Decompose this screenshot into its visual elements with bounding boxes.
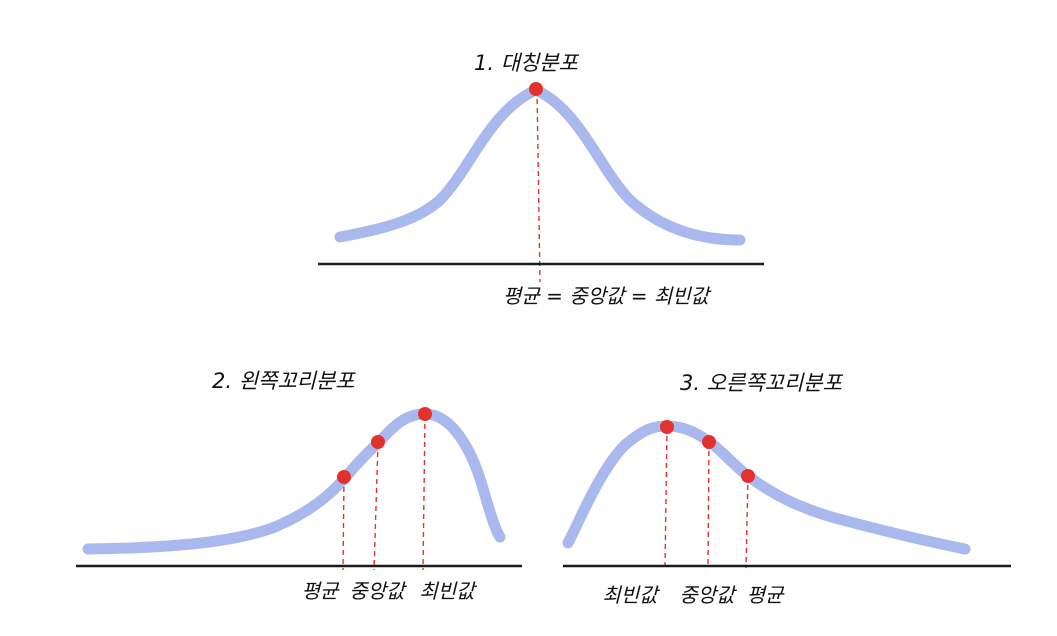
right-skewed-label-median: 중앙값 [679, 583, 737, 607]
right-skewed-label-mean: 평균 [747, 583, 785, 607]
panel-right-skewed: 3. 오른쪽꼬리분포 최빈값 중앙값 평균 [562, 371, 1011, 607]
symmetric-guide-line [536, 89, 541, 283]
panel-left-skewed: 2. 왼쪽꼬리분포 평균 중앙값 최빈값 [76, 369, 522, 603]
right-skewed-title: 3. 오른쪽꼬리분포 [680, 371, 844, 395]
right-skewed-guide-mean [745, 475, 749, 569]
left-skewed-guide-median [373, 442, 379, 571]
symmetric-label: 평균 = 중앙값 = 최빈값 [503, 284, 712, 308]
right-skewed-curve [562, 420, 971, 555]
panel-symmetric: 1. 대칭분포 평균 = 중앙값 = 최빈값 [318, 51, 764, 308]
symmetric-title: 1. 대칭분포 [474, 51, 580, 75]
left-skewed-label-mode: 최빈값 [419, 579, 477, 603]
left-skewed-curve [82, 408, 506, 555]
left-skewed-title: 2. 왼쪽꼬리분포 [212, 369, 356, 393]
left-skewed-point-mean [337, 470, 351, 484]
left-skewed-point-mode [418, 407, 432, 421]
right-skewed-point-mean [741, 469, 755, 483]
right-skewed-guide-mode [664, 426, 668, 569]
left-skewed-label-mean: 평균 [302, 579, 340, 603]
left-skewed-label-median: 중앙값 [349, 579, 407, 603]
right-skewed-point-mode [660, 420, 674, 434]
right-skewed-guide-median [707, 441, 710, 569]
left-skewed-point-median [371, 435, 385, 449]
left-skewed-guide-mode [422, 414, 426, 571]
left-skewed-guide-mean [342, 477, 345, 571]
right-skewed-label-mode: 최빈값 [602, 583, 660, 607]
symmetric-curve [334, 84, 746, 246]
right-skewed-point-median [702, 435, 716, 449]
symmetric-point [529, 82, 543, 96]
